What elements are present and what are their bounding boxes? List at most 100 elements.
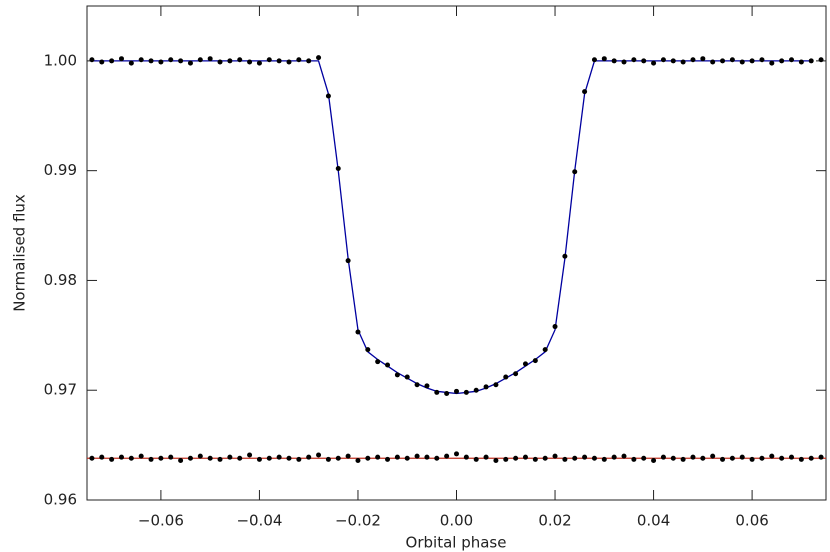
data-point xyxy=(247,452,253,458)
data-point xyxy=(522,361,528,367)
data-point xyxy=(335,165,341,171)
y-tick-label: 0.97 xyxy=(44,381,77,399)
data-point xyxy=(207,455,213,461)
data-point xyxy=(798,456,804,462)
data-point xyxy=(463,454,469,460)
data-point xyxy=(109,456,115,462)
data-point xyxy=(582,454,588,460)
data-point xyxy=(483,454,489,460)
data-point xyxy=(522,454,528,460)
data-point xyxy=(582,89,588,95)
data-point xyxy=(237,455,243,461)
data-point xyxy=(286,59,292,65)
data-point xyxy=(444,453,450,459)
data-point xyxy=(513,455,519,461)
data-point xyxy=(660,454,666,460)
data-point xyxy=(700,56,706,62)
data-point xyxy=(128,455,134,461)
data-point xyxy=(168,454,174,460)
data-point xyxy=(789,57,795,63)
data-point xyxy=(355,457,361,463)
data-point xyxy=(148,456,154,462)
data-point xyxy=(197,453,203,459)
model-line xyxy=(91,60,812,395)
data-point xyxy=(256,60,262,66)
data-point xyxy=(424,383,430,389)
data-point xyxy=(404,374,410,380)
data-point xyxy=(237,57,243,63)
data-point xyxy=(227,454,233,460)
data-point xyxy=(700,455,706,461)
data-point xyxy=(710,59,716,65)
x-tick-label: 0.00 xyxy=(440,512,473,530)
data-point xyxy=(601,56,607,62)
y-tick-label: 0.99 xyxy=(44,161,77,179)
x-tick-label: −0.04 xyxy=(236,512,282,530)
data-point xyxy=(355,329,361,335)
data-point xyxy=(296,57,302,63)
data-point xyxy=(670,58,676,64)
data-point xyxy=(493,382,499,388)
data-point xyxy=(680,456,686,462)
data-point xyxy=(316,55,322,61)
data-point xyxy=(720,58,726,64)
data-point xyxy=(641,455,647,461)
data-point xyxy=(325,456,331,462)
data-point xyxy=(365,455,371,461)
data-point xyxy=(759,57,765,63)
data-point xyxy=(651,60,657,66)
data-point xyxy=(769,453,775,459)
data-point xyxy=(109,58,115,64)
data-point xyxy=(296,456,302,462)
data-point xyxy=(690,57,696,63)
data-point xyxy=(493,457,499,463)
data-point xyxy=(729,57,735,63)
data-point xyxy=(552,324,558,330)
y-axis-title: Normalised flux xyxy=(11,194,29,312)
data-point xyxy=(266,455,272,461)
data-point xyxy=(729,455,735,461)
data-point xyxy=(394,372,400,378)
data-point xyxy=(286,455,292,461)
data-point xyxy=(660,57,666,63)
data-point xyxy=(710,453,716,459)
x-axis-title: Orbital phase xyxy=(406,534,507,552)
data-point xyxy=(454,451,459,457)
data-point xyxy=(759,455,765,461)
data-point xyxy=(779,455,785,461)
data-point xyxy=(444,391,450,397)
data-point xyxy=(690,454,696,460)
data-point xyxy=(158,59,164,65)
data-point xyxy=(808,58,814,64)
data-point xyxy=(503,374,509,380)
data-point xyxy=(187,60,193,66)
data-point xyxy=(562,456,568,462)
data-point xyxy=(483,384,489,390)
data-point xyxy=(306,454,312,460)
data-point xyxy=(118,56,124,62)
data-point xyxy=(463,389,469,395)
x-tick-label: 0.06 xyxy=(735,512,768,530)
data-point xyxy=(256,456,262,462)
data-point xyxy=(798,59,804,65)
data-point xyxy=(542,455,548,461)
data-point xyxy=(227,58,233,64)
y-tick-label: 0.98 xyxy=(44,271,77,289)
data-point xyxy=(385,362,391,368)
data-point xyxy=(217,456,223,462)
data-point xyxy=(572,455,578,461)
data-point xyxy=(601,456,607,462)
data-point xyxy=(345,453,351,459)
data-point xyxy=(680,59,686,65)
y-tick-label: 1.00 xyxy=(44,51,77,69)
data-point xyxy=(404,455,410,461)
x-tick-label: 0.04 xyxy=(637,512,670,530)
data-point xyxy=(532,456,538,462)
data-point xyxy=(197,57,203,63)
data-point xyxy=(611,454,617,460)
data-point xyxy=(316,452,322,458)
data-point xyxy=(532,358,538,364)
data-point xyxy=(739,454,745,460)
data-point xyxy=(99,59,105,65)
data-point xyxy=(542,347,548,353)
